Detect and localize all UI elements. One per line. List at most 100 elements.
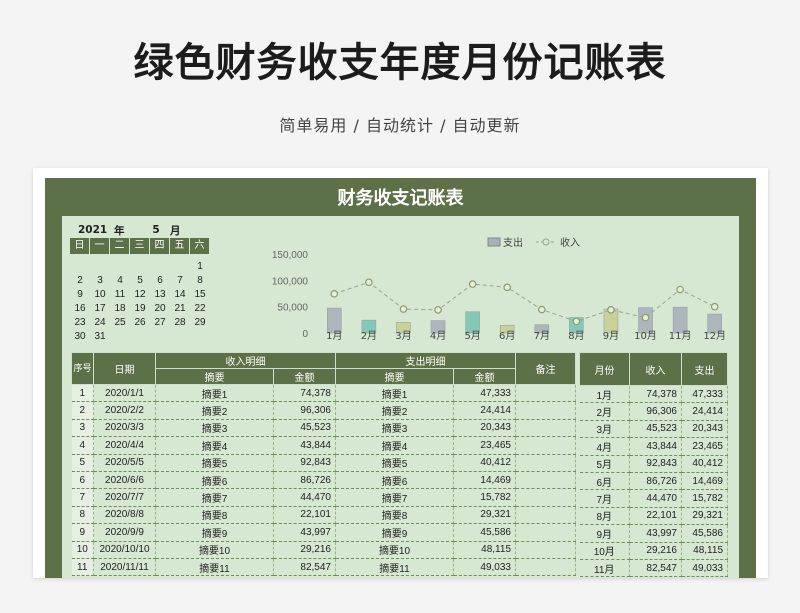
calendar-day[interactable]: 26 <box>134 317 146 328</box>
row-income-amount[interactable]: 22,101 <box>273 506 336 525</box>
row-date[interactable]: 2020/2/2 <box>93 401 156 420</box>
calendar-day[interactable]: 18 <box>114 303 126 314</box>
row-income-summary[interactable]: 摘要2 <box>155 401 274 420</box>
calendar-day[interactable]: 28 <box>174 317 186 328</box>
row-expense-amount[interactable]: 15,782 <box>453 488 516 507</box>
row-date[interactable]: 2020/6/6 <box>93 471 156 490</box>
row-expense-amount[interactable]: 20,343 <box>453 419 516 438</box>
row-note[interactable] <box>515 523 576 542</box>
row-income-summary[interactable]: 摘要5 <box>155 454 274 472</box>
calendar-day[interactable]: 22 <box>194 303 206 314</box>
calendar-day[interactable]: 31 <box>94 331 106 342</box>
row-income-summary[interactable]: 摘要4 <box>155 436 274 455</box>
calendar-day[interactable]: 20 <box>154 303 166 314</box>
row-income-amount[interactable]: 43,844 <box>273 436 336 455</box>
calendar-day[interactable]: 13 <box>154 289 166 300</box>
row-income-amount[interactable]: 43,997 <box>273 523 336 542</box>
row-income-summary[interactable]: 摘要8 <box>155 506 274 525</box>
row-note[interactable] <box>515 384 576 403</box>
calendar-day[interactable]: 6 <box>157 275 163 286</box>
row-expense-summary[interactable]: 摘要8 <box>335 506 454 525</box>
row-expense-summary[interactable]: 摘要10 <box>335 541 454 559</box>
row-note[interactable] <box>515 471 576 490</box>
row-expense-summary[interactable]: 摘要7 <box>335 488 454 507</box>
row-income-amount[interactable]: 45,523 <box>273 419 336 438</box>
calendar-day[interactable]: 9 <box>77 289 83 300</box>
row-income-amount[interactable]: 96,306 <box>273 401 336 420</box>
row-expense-amount[interactable]: 48,115 <box>453 541 516 559</box>
row-index[interactable]: 1 <box>71 384 94 403</box>
row-note[interactable] <box>515 401 576 420</box>
row-note[interactable] <box>515 436 576 455</box>
row-expense-amount[interactable]: 45,586 <box>453 523 516 542</box>
row-index[interactable]: 3 <box>71 419 94 438</box>
calendar-day[interactable]: 3 <box>97 275 103 286</box>
row-date[interactable]: 2020/4/4 <box>93 436 156 455</box>
row-index[interactable]: 7 <box>71 488 94 507</box>
row-expense-amount[interactable]: 23,465 <box>453 436 516 455</box>
row-expense-summary[interactable]: 摘要5 <box>335 454 454 472</box>
row-expense-amount[interactable]: 14,469 <box>453 471 516 490</box>
row-expense-amount[interactable]: 24,414 <box>453 401 516 420</box>
calendar-day[interactable]: 14 <box>174 289 186 300</box>
row-index[interactable]: 10 <box>71 541 94 559</box>
row-expense-amount[interactable]: 49,033 <box>453 558 516 577</box>
calendar-day[interactable]: 23 <box>74 317 86 328</box>
calendar-year[interactable]: 2021 <box>78 224 108 236</box>
row-income-summary[interactable]: 摘要6 <box>155 471 274 490</box>
row-date[interactable]: 2020/9/9 <box>93 523 156 542</box>
row-note[interactable] <box>515 488 576 507</box>
row-income-amount[interactable]: 82,547 <box>273 558 336 577</box>
row-income-summary[interactable]: 摘要11 <box>155 558 274 577</box>
row-index[interactable]: 8 <box>71 506 94 525</box>
calendar-month[interactable]: 5 <box>152 224 160 236</box>
row-note[interactable] <box>515 558 576 577</box>
calendar-day[interactable]: 8 <box>197 275 203 286</box>
row-note[interactable] <box>515 541 576 559</box>
row-date[interactable]: 2020/8/8 <box>93 506 156 525</box>
calendar-day[interactable]: 10 <box>94 289 106 300</box>
calendar-day[interactable]: 1 <box>197 261 203 272</box>
row-date[interactable]: 2020/3/3 <box>93 419 156 438</box>
calendar-day[interactable]: 15 <box>194 289 206 300</box>
row-expense-summary[interactable]: 摘要3 <box>335 419 454 438</box>
calendar-day[interactable]: 4 <box>117 275 123 286</box>
row-expense-summary[interactable]: 摘要4 <box>335 436 454 455</box>
row-expense-summary[interactable]: 摘要9 <box>335 523 454 542</box>
row-date[interactable]: 2020/7/7 <box>93 488 156 507</box>
row-date[interactable]: 2020/10/10 <box>93 541 156 559</box>
calendar-day[interactable]: 25 <box>114 317 126 328</box>
calendar-day[interactable]: 7 <box>177 275 183 286</box>
calendar-day[interactable]: 29 <box>194 317 206 328</box>
calendar-day[interactable]: 21 <box>174 303 186 314</box>
row-expense-amount[interactable]: 40,412 <box>453 454 516 472</box>
row-date[interactable]: 2020/11/11 <box>93 558 156 577</box>
row-income-amount[interactable]: 29,216 <box>273 541 336 559</box>
row-date[interactable]: 2020/1/1 <box>93 384 156 403</box>
row-expense-amount[interactable]: 29,321 <box>453 506 516 525</box>
calendar-day[interactable]: 5 <box>137 275 143 286</box>
row-income-amount[interactable]: 92,843 <box>273 454 336 472</box>
row-income-amount[interactable]: 86,726 <box>273 471 336 490</box>
calendar-day[interactable]: 24 <box>94 317 106 328</box>
row-expense-summary[interactable]: 摘要6 <box>335 471 454 490</box>
calendar-day[interactable]: 12 <box>134 289 146 300</box>
row-expense-summary[interactable]: 摘要1 <box>335 384 454 403</box>
calendar-day[interactable]: 17 <box>94 303 106 314</box>
row-income-summary[interactable]: 摘要7 <box>155 488 274 507</box>
row-income-summary[interactable]: 摘要1 <box>155 384 274 403</box>
calendar-day[interactable]: 30 <box>74 331 86 342</box>
row-index[interactable]: 6 <box>71 471 94 490</box>
calendar-day[interactable]: 16 <box>74 303 86 314</box>
row-income-summary[interactable]: 摘要3 <box>155 419 274 438</box>
row-income-summary[interactable]: 摘要9 <box>155 523 274 542</box>
calendar-day[interactable]: 11 <box>114 289 126 300</box>
row-index[interactable]: 9 <box>71 523 94 542</box>
row-note[interactable] <box>515 419 576 438</box>
row-expense-summary[interactable]: 摘要2 <box>335 401 454 420</box>
row-index[interactable]: 2 <box>71 401 94 420</box>
row-index[interactable]: 11 <box>71 558 94 577</box>
row-note[interactable] <box>515 506 576 525</box>
calendar-day[interactable]: 2 <box>77 275 83 286</box>
row-note[interactable] <box>515 454 576 472</box>
